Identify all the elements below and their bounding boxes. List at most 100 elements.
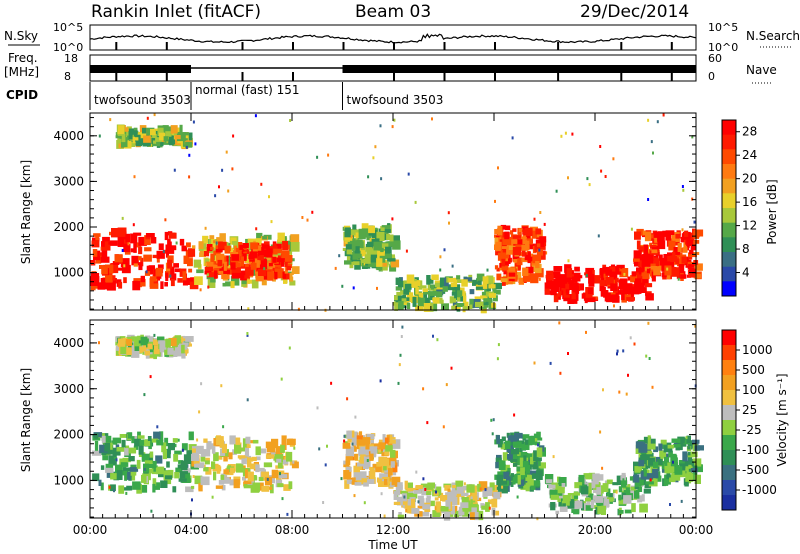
- powerMap-cell-5-117: [412, 296, 417, 307]
- powerMap-cell-8-153: [686, 239, 694, 246]
- velMap-cell-5-92: [525, 474, 533, 482]
- powerMap-cell-1-116: [157, 127, 164, 137]
- powerMap-cell-1-93: [133, 127, 138, 133]
- powerMap-speck-0: [567, 176, 569, 180]
- powerMap-cell-7-108: [547, 280, 552, 290]
- velMap-cell-4-111: [413, 490, 422, 494]
- nsky-mark-7: [494, 42, 496, 50]
- velMap-cell-0-87: [151, 465, 158, 472]
- velMap-cell-6-3: [558, 497, 564, 507]
- powerMap-cell-0-53: [130, 233, 138, 244]
- powerMap-cell-0-72: [105, 274, 113, 283]
- velMap-cell-5-109: [496, 486, 502, 490]
- powerMap-cell-2-88: [191, 245, 196, 249]
- powerMap-cell-1-123: [121, 137, 128, 148]
- velMap-cell-4-55: [435, 486, 442, 497]
- powerMap-cell-7-113: [605, 277, 614, 285]
- cpid-row: twofsound 3503 normal (fast) 151 twofsound…: [89, 82, 443, 110]
- velMap-cell-3-146: [351, 437, 357, 446]
- velMap-cell-7-156: [667, 444, 675, 449]
- powerMap-cell-8-101: [642, 275, 650, 279]
- powerMap-cell-6-57: [530, 273, 539, 284]
- velMap-speck-110: [537, 443, 539, 447]
- powerMap-cell-6-103: [509, 240, 518, 244]
- velMap-cell-5-68: [536, 447, 543, 458]
- velMap-cell-2-81: [264, 476, 273, 486]
- powerMap-speck-106: [367, 175, 370, 179]
- powerMap-cell-5-35: [486, 275, 494, 285]
- freq-label: Freq.: [8, 51, 38, 65]
- velMap-cell-4-94: [455, 480, 464, 491]
- velMap-cell-4-129: [442, 495, 448, 502]
- velMap-cell-6-126: [592, 473, 600, 482]
- powerMap-speck-71: [494, 199, 496, 203]
- powerMap-cell-3-118: [252, 245, 257, 254]
- powerCB-swatch-0: [722, 120, 736, 136]
- velMap-cell-3-39: [371, 443, 379, 448]
- velMap-cell-2-141: [234, 444, 241, 454]
- velMap-speck-22: [363, 501, 366, 505]
- powerMap-cell-3-145: [238, 270, 245, 279]
- powerMap-cell-8-54: [660, 235, 665, 243]
- powerMap-cell-3-150: [245, 266, 254, 276]
- velMap-cell-5-140: [512, 477, 518, 484]
- velMap-cell-1-150: [137, 335, 144, 344]
- powerMap-cell-7-120: [626, 297, 635, 301]
- velMap-cell-6-26: [607, 500, 613, 504]
- velMap-cell-0-64: [92, 450, 101, 456]
- velMap-cell-7-101: [663, 479, 669, 486]
- velMap-speck-36: [645, 354, 648, 358]
- powerMap-cell-6-113: [499, 239, 505, 246]
- powerMap-cell-5-47: [469, 303, 473, 309]
- velMap-cell-3-111: [379, 473, 388, 479]
- powerMap-cell-0-75: [174, 268, 181, 273]
- powerMap-cell-3-144: [258, 268, 267, 276]
- powerMap-cell-8-147: [682, 247, 688, 253]
- velMap-cell-5-148: [522, 473, 527, 478]
- velMap-cell-1-107: [115, 345, 119, 351]
- velMap-speck-23: [479, 487, 482, 491]
- velMap-speck-42: [191, 498, 193, 502]
- velMap-speck-76: [366, 459, 369, 462]
- powerMap-cell-0-155: [101, 265, 108, 275]
- powerMap-speck-61: [539, 211, 542, 214]
- velMap-cell-2-90: [223, 456, 228, 462]
- velMap-cell-6-27: [571, 508, 580, 513]
- powerMap-speck-36: [585, 274, 588, 278]
- velMap-speck-106: [149, 375, 152, 379]
- power-y-ticks: 1000 2000 3000 4000: [53, 117, 696, 310]
- velMap-cell-7-111: [643, 436, 652, 443]
- velMap-speck-14: [599, 430, 602, 434]
- powerMap-cell-7-19: [641, 276, 649, 286]
- powerMap-cell-7-124: [630, 275, 637, 283]
- velMap-cell-0-12: [174, 450, 182, 455]
- powerMap-cell-2-34: [289, 280, 296, 286]
- powerMap-speck-9: [439, 268, 442, 272]
- powerMap-cell-4-99: [391, 254, 395, 261]
- velMap-cell-7-83: [679, 470, 686, 478]
- velMap-cell-3-150: [376, 462, 381, 467]
- velMap-cell-1-31: [115, 348, 120, 356]
- powerMap-cell-3-139: [259, 255, 264, 261]
- velMap-cell-0-70: [111, 440, 118, 445]
- powerMap-cell-3-152: [231, 267, 241, 273]
- velMap-cell-5-132: [507, 454, 513, 460]
- velMap-speck-60: [343, 434, 346, 438]
- velMap-cell-3-118: [369, 472, 375, 477]
- powerMap-cell-0-126: [101, 241, 105, 247]
- velMap-cell-0-80: [131, 436, 135, 444]
- powerMap-cell-2-31: [225, 281, 234, 287]
- velMap-cell-2-2: [217, 455, 223, 460]
- powerMap-speck-8: [391, 125, 394, 129]
- powerMap-cell-0-159: [133, 263, 138, 267]
- velMap-cell-0-66: [152, 478, 157, 486]
- powerMap-cell-7-96: [565, 282, 570, 291]
- velMap-speck-94: [266, 477, 269, 481]
- velMap-cell-2-118: [245, 444, 251, 448]
- velMap-cell-7-108: [694, 445, 700, 451]
- powerMap-cell-4-60: [389, 264, 397, 272]
- velMap-cell-0-134: [148, 464, 157, 468]
- powerMap-cell-6-127: [534, 244, 541, 252]
- velMap-speck-119: [417, 500, 420, 504]
- velMap-cell-5-124: [510, 442, 514, 449]
